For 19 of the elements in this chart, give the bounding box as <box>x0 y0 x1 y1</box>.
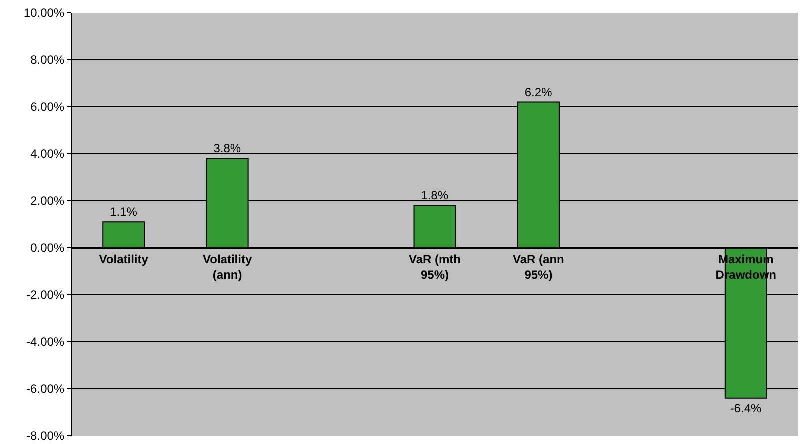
x-tick-label: VaR (mth 95%) <box>408 252 462 282</box>
y-tick-label: 10.00% <box>24 6 65 20</box>
y-tick-label: 4.00% <box>30 147 65 162</box>
data-label: -6.4% <box>730 401 762 416</box>
x-tick-label: Volatility <box>99 252 149 266</box>
data-label: 3.8% <box>214 142 242 156</box>
data-label: 6.2% <box>524 85 553 100</box>
x-tick-label: VaR (ann 95%) <box>513 252 564 282</box>
data-label: 1.1% <box>110 205 138 220</box>
y-tick-label: -8.00% <box>26 429 65 444</box>
y-tick-label: 0.00% <box>30 241 65 256</box>
x-tick-label: Volatility (ann) <box>203 252 252 282</box>
y-tick-label: 2.00% <box>30 194 65 208</box>
y-tick-label: -2.00% <box>26 288 65 302</box>
y-tick-label: -4.00% <box>26 335 65 350</box>
y-tick-label: -6.00% <box>26 382 65 396</box>
y-tick-label: 6.00% <box>30 100 65 114</box>
data-label: 1.8% <box>421 188 449 203</box>
y-tick-label: 8.00% <box>30 53 65 68</box>
